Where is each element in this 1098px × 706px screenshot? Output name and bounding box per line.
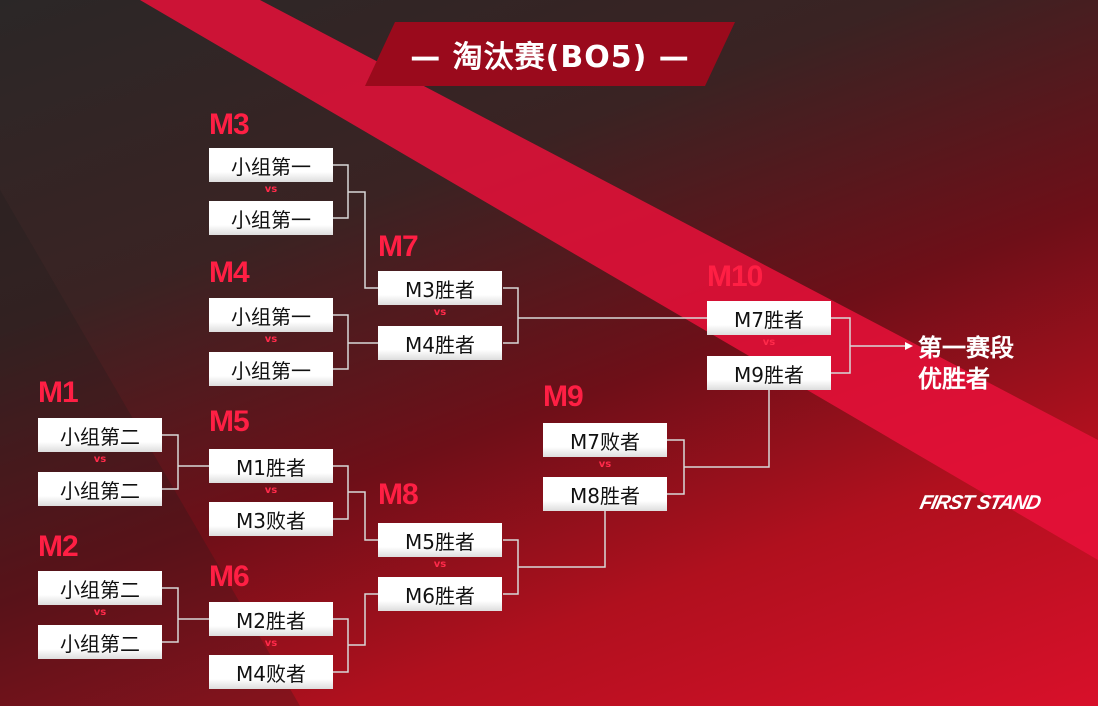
- match-label-m2: M2: [38, 530, 79, 563]
- m4-vs: vs: [264, 334, 278, 345]
- final-winner-label: 第一赛段 优胜者: [918, 333, 1014, 395]
- m8-vs: vs: [433, 559, 447, 570]
- match-label-m6: M6: [209, 560, 250, 593]
- match-label-m4: M4: [209, 256, 250, 289]
- m6-slot-b: M4败者: [209, 655, 333, 689]
- m10-slot-a: M7胜者: [707, 301, 831, 335]
- m1-slot-b: 小组第二: [38, 472, 162, 506]
- match-label-m5: M5: [209, 405, 250, 438]
- m10-vs: vs: [762, 337, 776, 348]
- first-stand-logo: FIRST STAND: [917, 492, 1043, 514]
- match-label-m9: M9: [543, 380, 584, 413]
- m2-slot-b: 小组第二: [38, 625, 162, 659]
- m7-slot-a: M3胜者: [378, 271, 502, 305]
- match-label-m8: M8: [378, 478, 419, 511]
- m1-slot-a: 小组第二: [38, 418, 162, 452]
- m6-slot-a: M2胜者: [209, 602, 333, 636]
- final-line-2: 优胜者: [918, 365, 990, 393]
- m1-vs: vs: [93, 454, 107, 465]
- m3-slot-b: 小组第一: [209, 201, 333, 235]
- m8-slot-a: M5胜者: [378, 523, 502, 557]
- m7-vs: vs: [433, 307, 447, 318]
- m2-vs: vs: [93, 607, 107, 618]
- match-label-m1: M1: [38, 376, 79, 409]
- m9-vs: vs: [598, 459, 612, 470]
- match-label-m10: M10: [707, 260, 763, 293]
- m4-slot-b: 小组第一: [209, 352, 333, 386]
- m5-slot-a: M1胜者: [209, 449, 333, 483]
- page-title: — 淘汰赛(BO5) —: [365, 22, 735, 86]
- m9-slot-b: M8胜者: [543, 477, 667, 511]
- m8-slot-b: M6胜者: [378, 577, 502, 611]
- m10-slot-b: M9胜者: [707, 356, 831, 390]
- match-label-m3: M3: [209, 108, 250, 141]
- m6-vs: vs: [264, 638, 278, 649]
- m3-vs: vs: [264, 184, 278, 195]
- final-line-1: 第一赛段: [918, 334, 1014, 362]
- match-label-m7: M7: [378, 230, 419, 263]
- m3-slot-a: 小组第一: [209, 148, 333, 182]
- m7-slot-b: M4胜者: [378, 326, 502, 360]
- m5-slot-b: M3败者: [209, 502, 333, 536]
- m5-vs: vs: [264, 485, 278, 496]
- m9-slot-a: M7败者: [543, 423, 667, 457]
- m2-slot-a: 小组第二: [38, 571, 162, 605]
- m4-slot-a: 小组第一: [209, 298, 333, 332]
